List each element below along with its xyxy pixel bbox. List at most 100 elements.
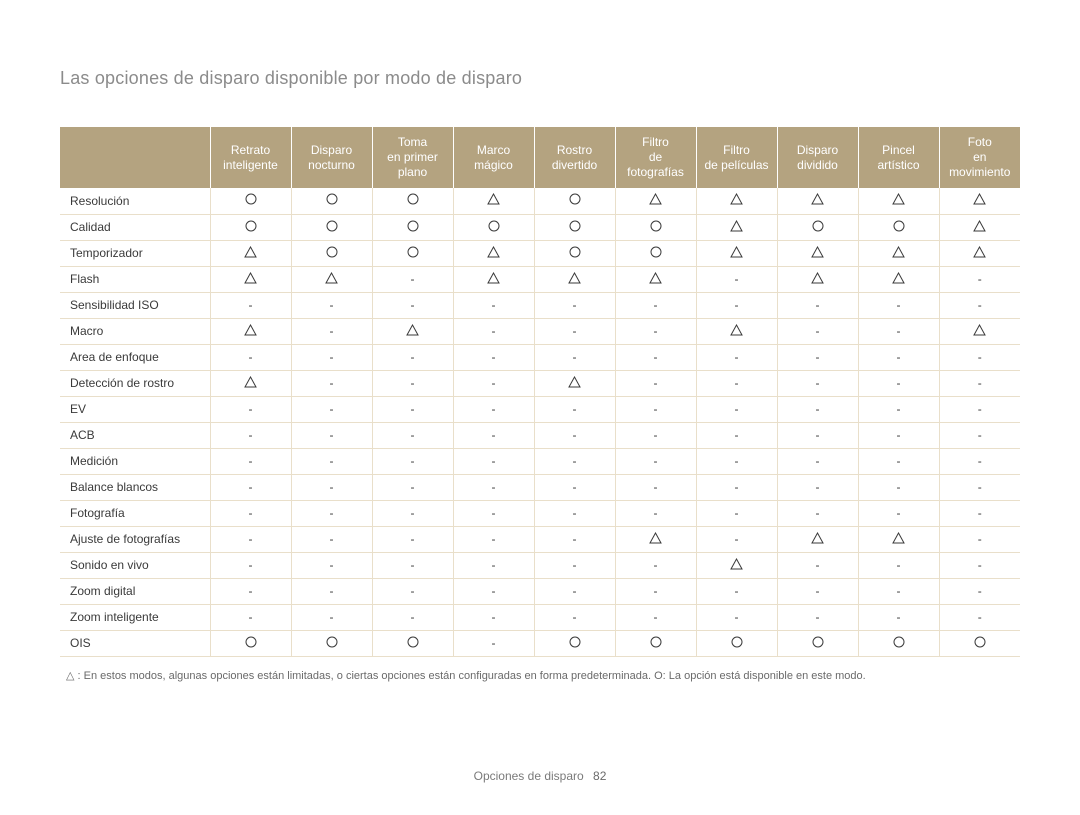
table-cell bbox=[696, 630, 777, 656]
table-cell bbox=[210, 266, 291, 292]
triangle-icon bbox=[487, 246, 500, 258]
table-cell bbox=[939, 214, 1020, 240]
table-cell: - bbox=[615, 292, 696, 318]
triangle-icon bbox=[244, 272, 257, 284]
table-cell bbox=[291, 266, 372, 292]
dash-icon: - bbox=[978, 376, 982, 390]
column-header: Fotoen movimiento bbox=[939, 127, 1020, 188]
triangle-icon bbox=[973, 246, 986, 258]
dash-icon: - bbox=[573, 298, 577, 312]
dash-icon: - bbox=[654, 454, 658, 468]
row-label: Calidad bbox=[60, 214, 210, 240]
dash-icon: - bbox=[411, 376, 415, 390]
table-cell bbox=[534, 214, 615, 240]
table-cell bbox=[291, 214, 372, 240]
table-cell: - bbox=[615, 396, 696, 422]
table-cell bbox=[777, 188, 858, 214]
triangle-icon bbox=[892, 193, 905, 205]
dash-icon: - bbox=[978, 428, 982, 442]
table-cell bbox=[210, 188, 291, 214]
table-cell: - bbox=[453, 526, 534, 552]
dash-icon: - bbox=[411, 558, 415, 572]
dash-icon: - bbox=[411, 480, 415, 494]
table-row: Sonido en vivo--------- bbox=[60, 552, 1020, 578]
table-cell: - bbox=[696, 526, 777, 552]
table-cell: - bbox=[696, 448, 777, 474]
table-cell: - bbox=[777, 552, 858, 578]
table-cell: - bbox=[615, 370, 696, 396]
dash-icon: - bbox=[978, 298, 982, 312]
dash-icon: - bbox=[411, 428, 415, 442]
triangle-icon bbox=[649, 532, 662, 544]
table-cell bbox=[534, 630, 615, 656]
column-header: Tomaen primer plano bbox=[372, 127, 453, 188]
triangle-icon bbox=[811, 272, 824, 284]
dash-icon: - bbox=[897, 402, 901, 416]
dash-icon: - bbox=[330, 584, 334, 598]
table-cell: - bbox=[210, 552, 291, 578]
table-cell: - bbox=[534, 422, 615, 448]
table-cell: - bbox=[453, 292, 534, 318]
dash-icon: - bbox=[249, 298, 253, 312]
table-cell: - bbox=[291, 344, 372, 370]
triangle-icon bbox=[325, 272, 338, 284]
table-cell: - bbox=[777, 396, 858, 422]
circle-icon bbox=[245, 220, 257, 232]
table-cell: - bbox=[210, 474, 291, 500]
table-cell bbox=[858, 214, 939, 240]
table-row: Sensibilidad ISO---------- bbox=[60, 292, 1020, 318]
circle-icon bbox=[569, 220, 581, 232]
triangle-icon bbox=[730, 246, 743, 258]
table-cell: - bbox=[939, 448, 1020, 474]
dash-icon: - bbox=[492, 298, 496, 312]
dash-icon: - bbox=[654, 350, 658, 364]
triangle-icon bbox=[649, 193, 662, 205]
dash-icon: - bbox=[897, 298, 901, 312]
dash-icon: - bbox=[573, 350, 577, 364]
dash-icon: - bbox=[411, 506, 415, 520]
table-cell bbox=[372, 188, 453, 214]
row-label: Ajuste de fotografías bbox=[60, 526, 210, 552]
table-cell bbox=[210, 240, 291, 266]
table-cell: - bbox=[858, 292, 939, 318]
table-cell: - bbox=[939, 370, 1020, 396]
table-cell bbox=[453, 188, 534, 214]
dash-icon: - bbox=[573, 506, 577, 520]
table-cell bbox=[615, 240, 696, 266]
column-header: Filtrode películas bbox=[696, 127, 777, 188]
table-cell: - bbox=[696, 500, 777, 526]
table-row: Medición---------- bbox=[60, 448, 1020, 474]
table-cell: - bbox=[858, 396, 939, 422]
circle-icon bbox=[893, 636, 905, 648]
column-header: Filtrode fotografías bbox=[615, 127, 696, 188]
dash-icon: - bbox=[735, 402, 739, 416]
circle-icon bbox=[650, 636, 662, 648]
table-cell: - bbox=[372, 500, 453, 526]
table-cell: - bbox=[858, 578, 939, 604]
table-cell bbox=[210, 630, 291, 656]
table-cell: - bbox=[372, 552, 453, 578]
dash-icon: - bbox=[897, 454, 901, 468]
triangle-icon bbox=[649, 272, 662, 284]
table-cell: - bbox=[453, 370, 534, 396]
footer-page-number: 82 bbox=[593, 769, 606, 783]
table-row: ACB---------- bbox=[60, 422, 1020, 448]
triangle-icon bbox=[568, 272, 581, 284]
table-cell: - bbox=[291, 526, 372, 552]
table-cell: - bbox=[939, 500, 1020, 526]
table-cell: - bbox=[939, 604, 1020, 630]
table-row: Temporizador bbox=[60, 240, 1020, 266]
table-cell: - bbox=[696, 370, 777, 396]
table-cell: - bbox=[777, 370, 858, 396]
table-cell: - bbox=[615, 474, 696, 500]
row-label: Sonido en vivo bbox=[60, 552, 210, 578]
table-cell bbox=[777, 214, 858, 240]
table-cell bbox=[615, 214, 696, 240]
table-cell bbox=[777, 266, 858, 292]
circle-icon bbox=[326, 636, 338, 648]
circle-icon bbox=[893, 220, 905, 232]
table-cell bbox=[777, 630, 858, 656]
table-cell bbox=[696, 214, 777, 240]
dash-icon: - bbox=[654, 558, 658, 572]
dash-icon: - bbox=[735, 454, 739, 468]
